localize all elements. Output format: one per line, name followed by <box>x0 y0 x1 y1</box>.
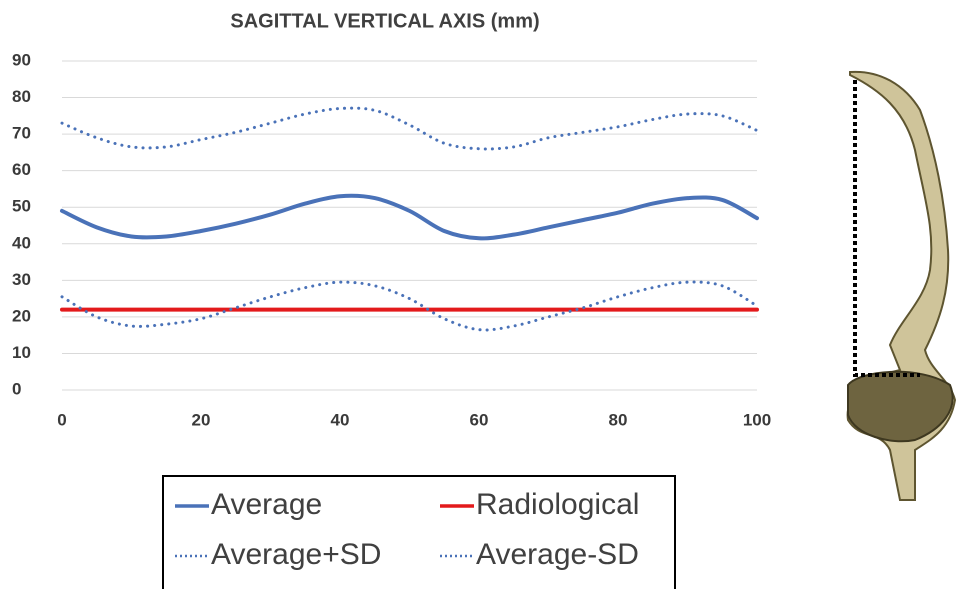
y-tick-label: 20 <box>12 306 31 325</box>
series-line <box>60 106 759 151</box>
legend-label: Average <box>211 488 322 521</box>
y-tick-label: 0 <box>12 379 21 398</box>
y-tick-label: 30 <box>12 270 31 289</box>
legend-label: Radiological <box>476 488 639 521</box>
x-tick-label: 0 <box>57 410 66 429</box>
chart-title: SAGITTAL VERTICAL AXIS (mm) <box>230 10 539 32</box>
pelvis-shape <box>847 370 954 443</box>
y-tick-label: 80 <box>12 87 31 106</box>
y-tick-label: 50 <box>12 197 31 216</box>
x-tick-label: 20 <box>192 410 211 429</box>
x-tick-label: 60 <box>470 410 489 429</box>
y-tick-label: 40 <box>12 233 31 252</box>
series-line <box>60 193 759 241</box>
y-tick-label: 70 <box>12 124 31 143</box>
spine-illustration <box>846 70 957 501</box>
legend-label: Average-SD <box>476 538 639 571</box>
legend-label: Average+SD <box>211 538 381 571</box>
sva-dotted-line <box>853 80 920 377</box>
y-tick-label: 60 <box>12 160 31 179</box>
x-tick-label: 100 <box>743 410 771 429</box>
y-tick-label: 10 <box>12 343 31 362</box>
y-tick-label: 90 <box>12 50 31 69</box>
legend-box <box>162 475 676 589</box>
x-tick-label: 80 <box>609 410 628 429</box>
x-tick-label: 40 <box>331 410 350 429</box>
series-line <box>60 280 759 332</box>
